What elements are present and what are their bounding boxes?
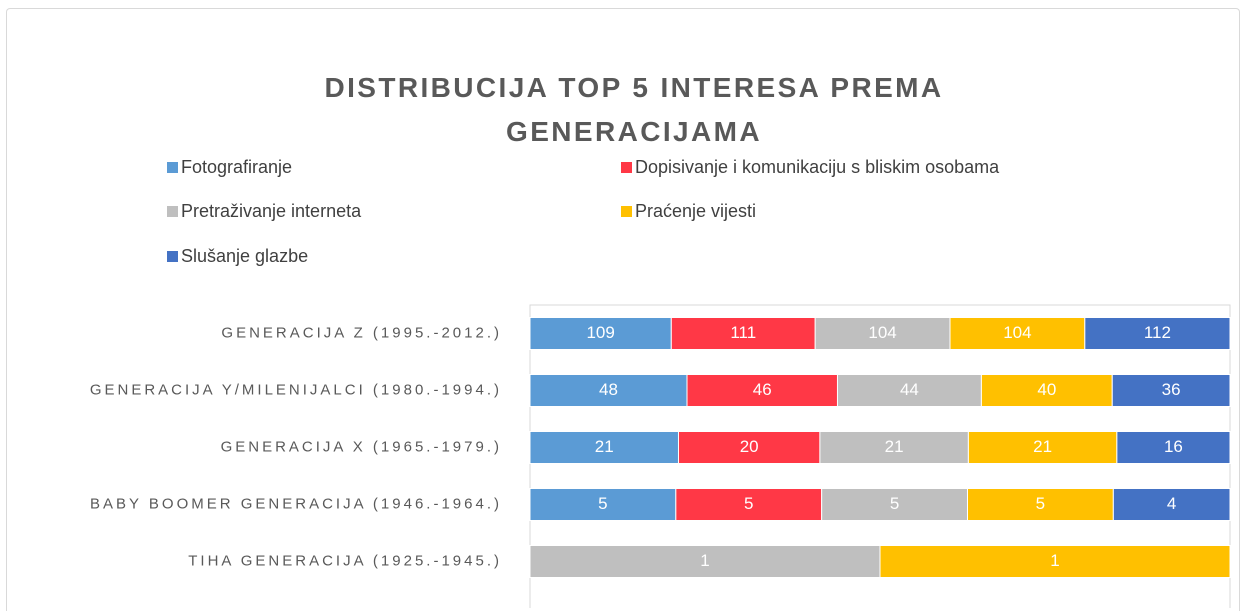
chart-title: DISTRIBUCIJA TOP 5 INTERESA PREMA GENERA… xyxy=(324,72,944,147)
data-label: 104 xyxy=(868,323,896,342)
data-label: 40 xyxy=(1037,380,1056,399)
data-label: 46 xyxy=(753,380,772,399)
bar-segment xyxy=(879,545,1231,578)
y-tick-label: BABY BOOMER GENERACIJA (1946.-1964.) xyxy=(90,495,502,512)
data-label: 111 xyxy=(730,323,756,342)
legend-label: Slušanje glazbe xyxy=(181,246,308,266)
legend-label: Pretraživanje interneta xyxy=(181,201,362,221)
data-label: 112 xyxy=(1144,323,1171,342)
legend-label: Dopisivanje i komunikaciju s bliskim oso… xyxy=(635,157,1000,177)
bar-segment xyxy=(686,374,838,407)
bar-segment xyxy=(821,488,969,521)
data-label: 5 xyxy=(1036,494,1045,513)
legend-swatch xyxy=(167,162,178,173)
y-tick-label: GENERACIJA Z (1995.-2012.) xyxy=(221,324,502,341)
data-label: 104 xyxy=(1003,323,1031,342)
data-label: 1 xyxy=(1050,551,1059,570)
data-label: 48 xyxy=(599,380,618,399)
data-label: 21 xyxy=(595,437,614,456)
data-label: 44 xyxy=(900,380,919,399)
data-label: 109 xyxy=(586,323,614,342)
chart-frame xyxy=(6,8,1240,611)
data-label: 36 xyxy=(1162,380,1181,399)
data-label: 5 xyxy=(744,494,753,513)
legend-swatch xyxy=(167,206,178,217)
bar-segment xyxy=(1084,317,1231,350)
y-tick-label: GENERACIJA X (1965.-1979.) xyxy=(221,438,502,455)
bar-segment xyxy=(529,431,679,464)
bar-segment xyxy=(675,488,823,521)
bar-segment xyxy=(670,317,816,350)
bar-segment xyxy=(529,488,677,521)
bar-segment xyxy=(980,374,1113,407)
bar-segment xyxy=(529,374,688,407)
legend-swatch xyxy=(621,206,632,217)
data-label: 16 xyxy=(1164,437,1183,456)
bar-segment xyxy=(836,374,982,407)
data-label: 20 xyxy=(740,437,759,456)
legend-swatch xyxy=(621,162,632,173)
bar-segment xyxy=(1111,374,1231,407)
data-label: 5 xyxy=(598,494,607,513)
data-label: 5 xyxy=(890,494,899,513)
bar-segment xyxy=(677,431,821,464)
bar-segment xyxy=(819,431,969,464)
bar-segment xyxy=(967,488,1114,521)
data-label: 1 xyxy=(700,551,709,570)
data-label: 4 xyxy=(1167,494,1176,513)
bar-segment xyxy=(1112,488,1231,521)
bar-segment xyxy=(967,431,1118,464)
data-label: 21 xyxy=(885,437,904,456)
legend-label: Praćenje vijesti xyxy=(635,201,756,221)
legend-swatch xyxy=(167,251,178,262)
bar-segment xyxy=(529,317,672,350)
legend-label: Fotografiranje xyxy=(181,157,292,177)
bar-segment xyxy=(1116,431,1231,464)
y-tick-label: GENERACIJA Y/MILENIJALCI (1980.-1994.) xyxy=(90,381,502,398)
y-tick-label: TIHA GENERACIJA (1925.-1945.) xyxy=(188,552,502,569)
data-label: 21 xyxy=(1033,437,1052,456)
